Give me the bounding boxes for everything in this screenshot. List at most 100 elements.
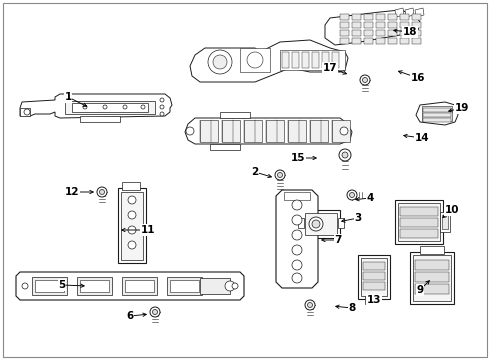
- Circle shape: [123, 105, 127, 109]
- Circle shape: [97, 187, 107, 197]
- Circle shape: [160, 98, 164, 102]
- Text: 16: 16: [411, 73, 425, 83]
- Bar: [412, 22, 421, 28]
- Text: 2: 2: [251, 167, 259, 177]
- Polygon shape: [416, 102, 458, 125]
- Bar: [266, 120, 284, 142]
- Polygon shape: [415, 8, 424, 17]
- Bar: [412, 30, 421, 36]
- Bar: [298, 218, 304, 228]
- Polygon shape: [325, 10, 420, 45]
- Bar: [358, 255, 390, 299]
- Circle shape: [232, 283, 238, 289]
- Bar: [364, 14, 373, 20]
- Bar: [167, 277, 202, 295]
- Bar: [340, 38, 349, 44]
- Circle shape: [339, 149, 351, 161]
- Text: 19: 19: [455, 103, 469, 113]
- Polygon shape: [80, 116, 120, 122]
- Bar: [423, 118, 451, 122]
- Polygon shape: [276, 190, 318, 288]
- Circle shape: [213, 55, 227, 69]
- Circle shape: [363, 77, 368, 82]
- Polygon shape: [220, 112, 250, 118]
- Bar: [340, 14, 349, 20]
- Bar: [412, 14, 421, 20]
- Bar: [222, 120, 240, 142]
- Bar: [352, 14, 361, 20]
- Circle shape: [22, 283, 28, 289]
- Bar: [376, 22, 385, 28]
- Text: 9: 9: [416, 285, 423, 295]
- Bar: [363, 282, 385, 290]
- Bar: [364, 38, 373, 44]
- Bar: [352, 38, 361, 44]
- Bar: [388, 38, 397, 44]
- Text: 18: 18: [403, 27, 417, 37]
- Circle shape: [186, 127, 194, 135]
- Text: 4: 4: [367, 193, 374, 203]
- Bar: [420, 246, 444, 254]
- Text: 7: 7: [334, 235, 342, 245]
- Circle shape: [292, 215, 302, 225]
- Bar: [442, 215, 448, 229]
- Bar: [388, 30, 397, 36]
- Bar: [121, 192, 143, 260]
- Bar: [200, 120, 218, 142]
- Bar: [125, 280, 154, 292]
- Bar: [288, 120, 306, 142]
- Bar: [376, 38, 385, 44]
- Circle shape: [312, 220, 320, 228]
- Circle shape: [128, 226, 136, 234]
- Bar: [376, 30, 385, 36]
- Text: 3: 3: [354, 213, 362, 223]
- Bar: [400, 218, 438, 227]
- Bar: [440, 212, 450, 232]
- Text: 10: 10: [445, 205, 459, 215]
- Circle shape: [24, 109, 30, 115]
- Bar: [400, 30, 409, 36]
- Bar: [118, 188, 146, 263]
- Bar: [415, 260, 449, 270]
- Bar: [282, 52, 289, 68]
- Bar: [340, 22, 349, 28]
- Circle shape: [305, 300, 315, 310]
- Circle shape: [292, 245, 302, 255]
- Polygon shape: [16, 272, 244, 300]
- Circle shape: [208, 50, 232, 74]
- Bar: [395, 200, 443, 244]
- Bar: [122, 182, 140, 190]
- Circle shape: [103, 105, 107, 109]
- Bar: [32, 277, 67, 295]
- Bar: [292, 52, 299, 68]
- Bar: [413, 255, 451, 301]
- Circle shape: [292, 230, 302, 240]
- Bar: [332, 52, 339, 68]
- Bar: [35, 280, 64, 292]
- Circle shape: [152, 310, 157, 315]
- Text: 6: 6: [126, 311, 134, 321]
- Bar: [200, 278, 230, 294]
- Bar: [400, 22, 409, 28]
- Circle shape: [292, 260, 302, 270]
- Circle shape: [342, 152, 348, 158]
- Bar: [376, 14, 385, 20]
- Bar: [365, 296, 379, 304]
- Bar: [400, 38, 409, 44]
- Polygon shape: [72, 103, 148, 112]
- Polygon shape: [20, 108, 30, 116]
- Bar: [244, 120, 262, 142]
- Bar: [398, 203, 440, 241]
- Circle shape: [292, 273, 302, 283]
- Circle shape: [347, 190, 357, 200]
- Circle shape: [349, 193, 354, 198]
- Circle shape: [277, 172, 283, 177]
- Bar: [312, 52, 319, 68]
- Circle shape: [360, 75, 370, 85]
- Bar: [338, 218, 344, 228]
- Bar: [363, 262, 385, 270]
- Circle shape: [308, 302, 313, 307]
- Polygon shape: [20, 94, 172, 118]
- Bar: [302, 210, 340, 238]
- Circle shape: [128, 196, 136, 204]
